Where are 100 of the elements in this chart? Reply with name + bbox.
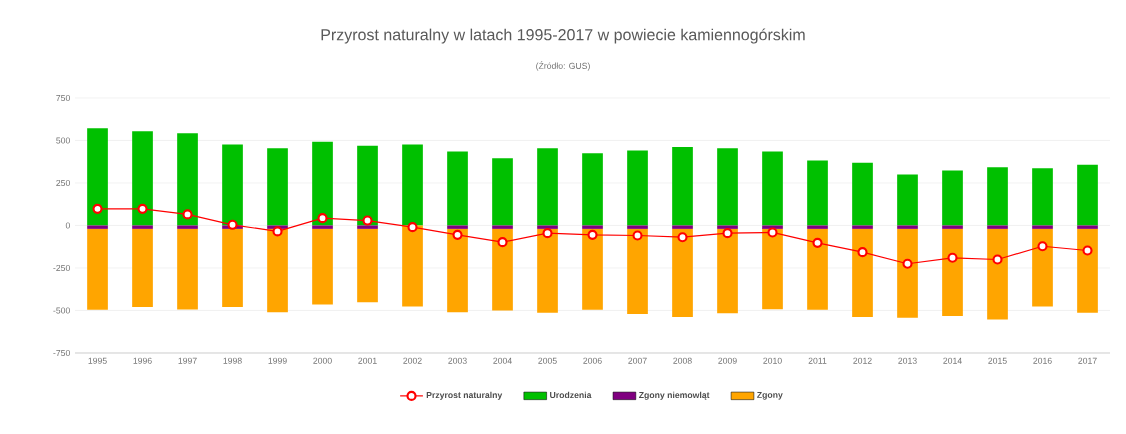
bar: [1077, 225, 1098, 229]
bar: [717, 225, 738, 229]
x-tick-label: 2012: [853, 357, 872, 364]
bar: [717, 148, 738, 226]
x-tick-label: 2013: [898, 357, 917, 364]
point: [767, 227, 778, 238]
legend-label: Przyrost naturalny: [426, 391, 503, 400]
bar: [942, 170, 963, 226]
bar: [762, 151, 783, 226]
x-tick-label: 2008: [673, 357, 692, 364]
bar: [267, 228, 288, 313]
bar: [312, 141, 333, 226]
bar: [897, 225, 918, 229]
bar: [987, 225, 1008, 229]
point: [542, 228, 553, 239]
point: [227, 219, 238, 230]
bar: [582, 228, 603, 310]
x-tick-label: 2016: [1033, 357, 1052, 364]
bar: [447, 228, 468, 313]
bar: [132, 131, 153, 226]
bar: [1032, 225, 1053, 229]
bar: [312, 228, 333, 305]
bar: [762, 228, 783, 310]
bar: [987, 167, 1008, 226]
bar: [987, 228, 1008, 320]
bar: [267, 148, 288, 226]
point: [677, 232, 688, 243]
x-tick-label: 2007: [628, 357, 647, 364]
x-tick-label: 2015: [988, 357, 1007, 364]
point: [857, 247, 868, 258]
bar: [447, 225, 468, 229]
x-tick-label: 2014: [943, 357, 962, 364]
bar: [807, 228, 828, 310]
bar: [627, 225, 648, 229]
y-tick-label: -500: [53, 307, 70, 314]
bar: [537, 228, 558, 313]
y-tick-label: -750: [53, 349, 70, 357]
x-tick-label: 1995: [88, 357, 107, 364]
bar: [672, 228, 693, 318]
bar: [357, 145, 378, 226]
point: [812, 237, 823, 248]
point: [992, 254, 1003, 265]
x-tick-label: 1997: [178, 357, 197, 364]
y-tick-label: 250: [56, 179, 70, 187]
bar: [852, 228, 873, 318]
bar: [132, 228, 153, 308]
point: [362, 215, 373, 226]
bar: [807, 160, 828, 226]
x-tick-label: 2001: [358, 357, 377, 364]
bar: [447, 151, 468, 226]
bar: [627, 228, 648, 314]
y-tick-label: 750: [56, 94, 70, 102]
legend-label: Urodzenia: [550, 391, 592, 399]
bar: [942, 228, 963, 317]
legend-label: Zgony: [757, 391, 783, 400]
bar: [222, 144, 243, 226]
bar: [357, 228, 378, 303]
bar: [177, 228, 198, 310]
bar: [87, 225, 108, 229]
x-tick-label: 1996: [133, 357, 152, 364]
x-tick-label: 2009: [718, 357, 737, 364]
x-tick-label: 2000: [313, 357, 332, 364]
x-tick-label: 2002: [403, 357, 422, 364]
bar: [537, 148, 558, 226]
bar: [807, 225, 828, 229]
bar: [402, 144, 423, 226]
bar: [177, 133, 198, 226]
x-tick-label: 2004: [493, 357, 512, 364]
point: [587, 229, 598, 240]
x-tick-label: 2005: [538, 357, 557, 364]
bar: [177, 225, 198, 229]
bar: [537, 225, 558, 229]
bar: [132, 225, 153, 229]
point: [137, 203, 148, 214]
bar: [402, 225, 423, 307]
y-tick-label: -250: [53, 264, 70, 272]
bar: [627, 150, 648, 226]
bar: [897, 174, 918, 226]
point: [92, 203, 103, 214]
bar: [87, 228, 108, 310]
point: [1082, 245, 1093, 256]
y-tick-label: 0: [65, 222, 70, 229]
point: [272, 226, 283, 237]
bar: [492, 225, 513, 229]
x-tick-label: 2011: [808, 357, 827, 364]
y-tick-label: 500: [56, 137, 70, 144]
x-tick-label: 2003: [448, 357, 467, 364]
bar: [492, 158, 513, 226]
x-tick-label: 2010: [763, 357, 782, 364]
bar: [1077, 228, 1098, 313]
point: [902, 258, 913, 269]
bar: [582, 225, 603, 229]
bar: [672, 147, 693, 226]
point: [632, 230, 643, 241]
legend-label: Zgony niemowląt: [638, 391, 710, 400]
bar: [357, 225, 378, 229]
bar: [717, 228, 738, 314]
bar: [852, 162, 873, 226]
x-tick-label: 2017: [1078, 357, 1097, 364]
bar: [1032, 228, 1053, 307]
